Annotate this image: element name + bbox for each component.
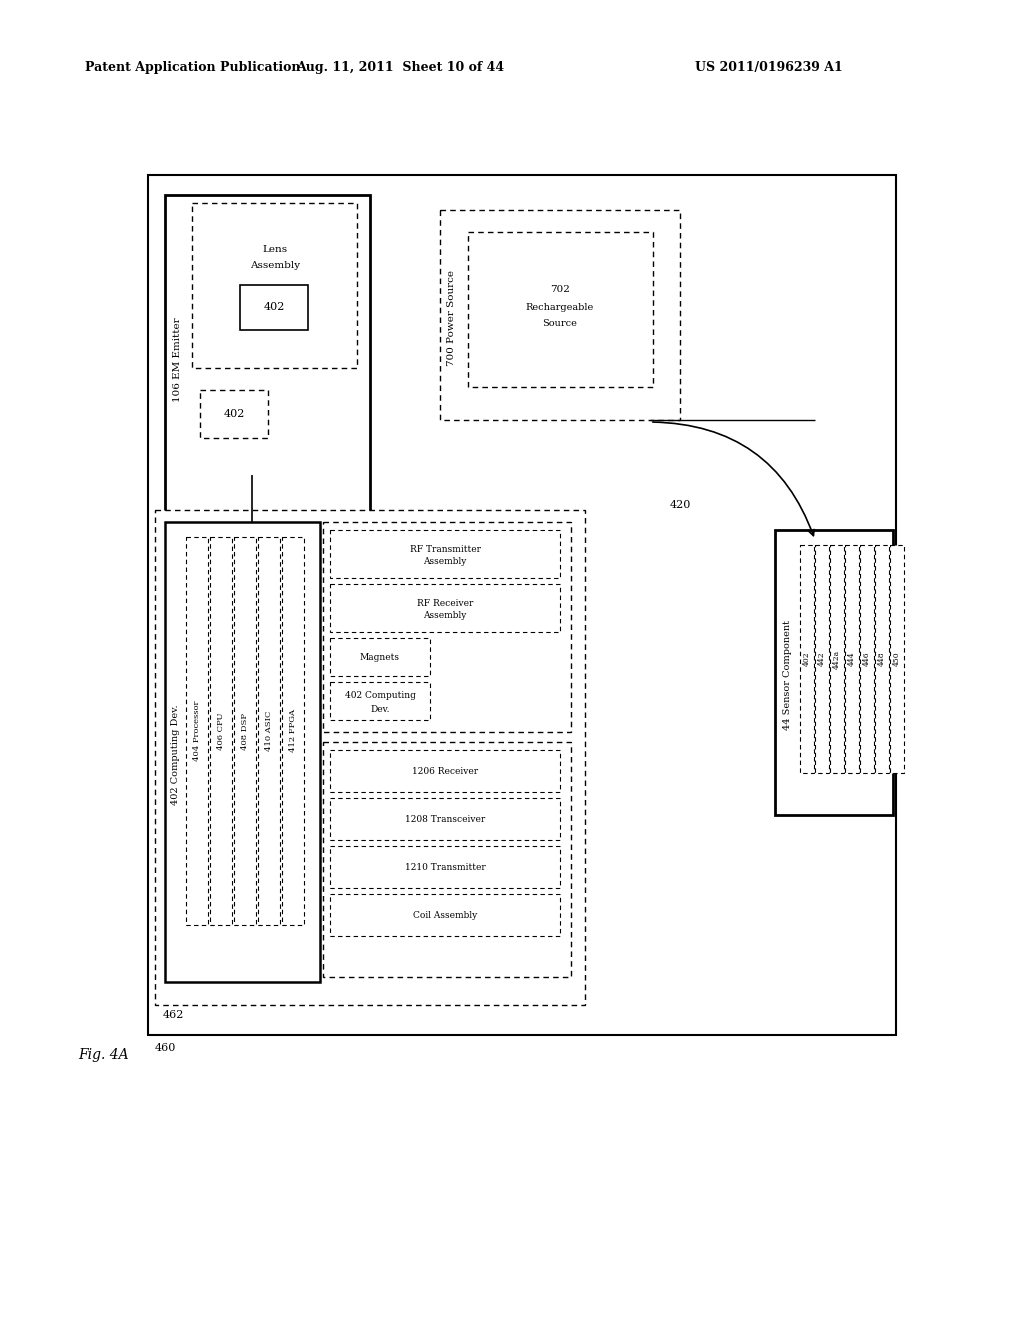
Text: Dev.: Dev. [371,705,390,714]
Text: 450: 450 [893,652,901,667]
Bar [845,545,859,774]
Text: Magnets: Magnets [360,652,400,661]
Bar [155,510,585,1005]
Bar [330,682,430,719]
Bar [200,389,268,438]
Text: RF Receiver: RF Receiver [417,598,473,607]
Bar [165,195,370,515]
Text: 700 Power Source: 700 Power Source [447,271,457,366]
Bar [148,176,896,1035]
Text: Aug. 11, 2011  Sheet 10 of 44: Aug. 11, 2011 Sheet 10 of 44 [296,62,504,74]
Text: US 2011/0196239 A1: US 2011/0196239 A1 [695,62,843,74]
Text: 462: 462 [163,1010,184,1020]
Bar [165,521,319,982]
Text: 402: 402 [803,652,811,667]
Text: 402: 402 [223,409,245,418]
Bar [330,799,560,840]
Bar [330,638,430,676]
Text: 442: 442 [818,652,826,667]
Text: Source: Source [543,319,578,329]
Text: 44 Sensor Component: 44 Sensor Component [783,620,793,730]
Text: Coil Assembly: Coil Assembly [413,911,477,920]
Text: 402 Computing: 402 Computing [344,692,416,701]
Bar [234,537,256,925]
Bar [440,210,680,420]
Bar [874,545,889,774]
Text: 446: 446 [863,652,871,667]
Text: 420: 420 [670,500,691,510]
Text: 410 ASIC: 410 ASIC [265,710,273,751]
Text: 1206 Receiver: 1206 Receiver [412,767,478,776]
Text: 402: 402 [263,302,285,312]
Text: Assembly: Assembly [423,611,467,620]
Bar [282,537,304,925]
Text: Fig. 4A: Fig. 4A [78,1048,129,1063]
Text: 402 Computing Dev.: 402 Computing Dev. [171,705,180,805]
Text: 412 FPGA: 412 FPGA [289,710,297,752]
Bar [258,537,280,925]
Bar [860,545,874,774]
Bar [323,521,571,733]
Text: 1208 Transceiver: 1208 Transceiver [404,814,485,824]
Text: 106 EM Emitter: 106 EM Emitter [172,318,181,403]
Bar [330,583,560,632]
Text: Assembly: Assembly [423,557,467,566]
Bar [240,285,308,330]
Bar [323,742,571,977]
Text: 448: 448 [878,652,886,667]
Text: 1210 Transmitter: 1210 Transmitter [404,862,485,871]
Bar [193,203,357,368]
Text: 460: 460 [155,1043,176,1053]
Bar [186,537,208,925]
Bar [330,846,560,888]
Text: Lens: Lens [262,246,288,255]
Bar [775,531,893,814]
Text: 702: 702 [550,285,570,294]
Text: Assembly: Assembly [250,260,300,269]
Text: 442a: 442a [833,649,841,668]
Bar [815,545,829,774]
Bar [830,545,844,774]
Bar [330,894,560,936]
Bar [800,545,814,774]
Text: Rechargeable: Rechargeable [526,304,594,313]
Text: RF Transmitter: RF Transmitter [410,544,480,553]
Bar [330,531,560,578]
Text: 444: 444 [848,652,856,667]
Text: Patent Application Publication: Patent Application Publication [85,62,300,74]
Text: 408 DSP: 408 DSP [241,713,249,750]
Bar [210,537,232,925]
Bar [890,545,904,774]
Bar [330,750,560,792]
Bar [468,232,653,387]
Text: 406 CPU: 406 CPU [217,713,225,750]
Text: 404 Processor: 404 Processor [193,701,201,762]
